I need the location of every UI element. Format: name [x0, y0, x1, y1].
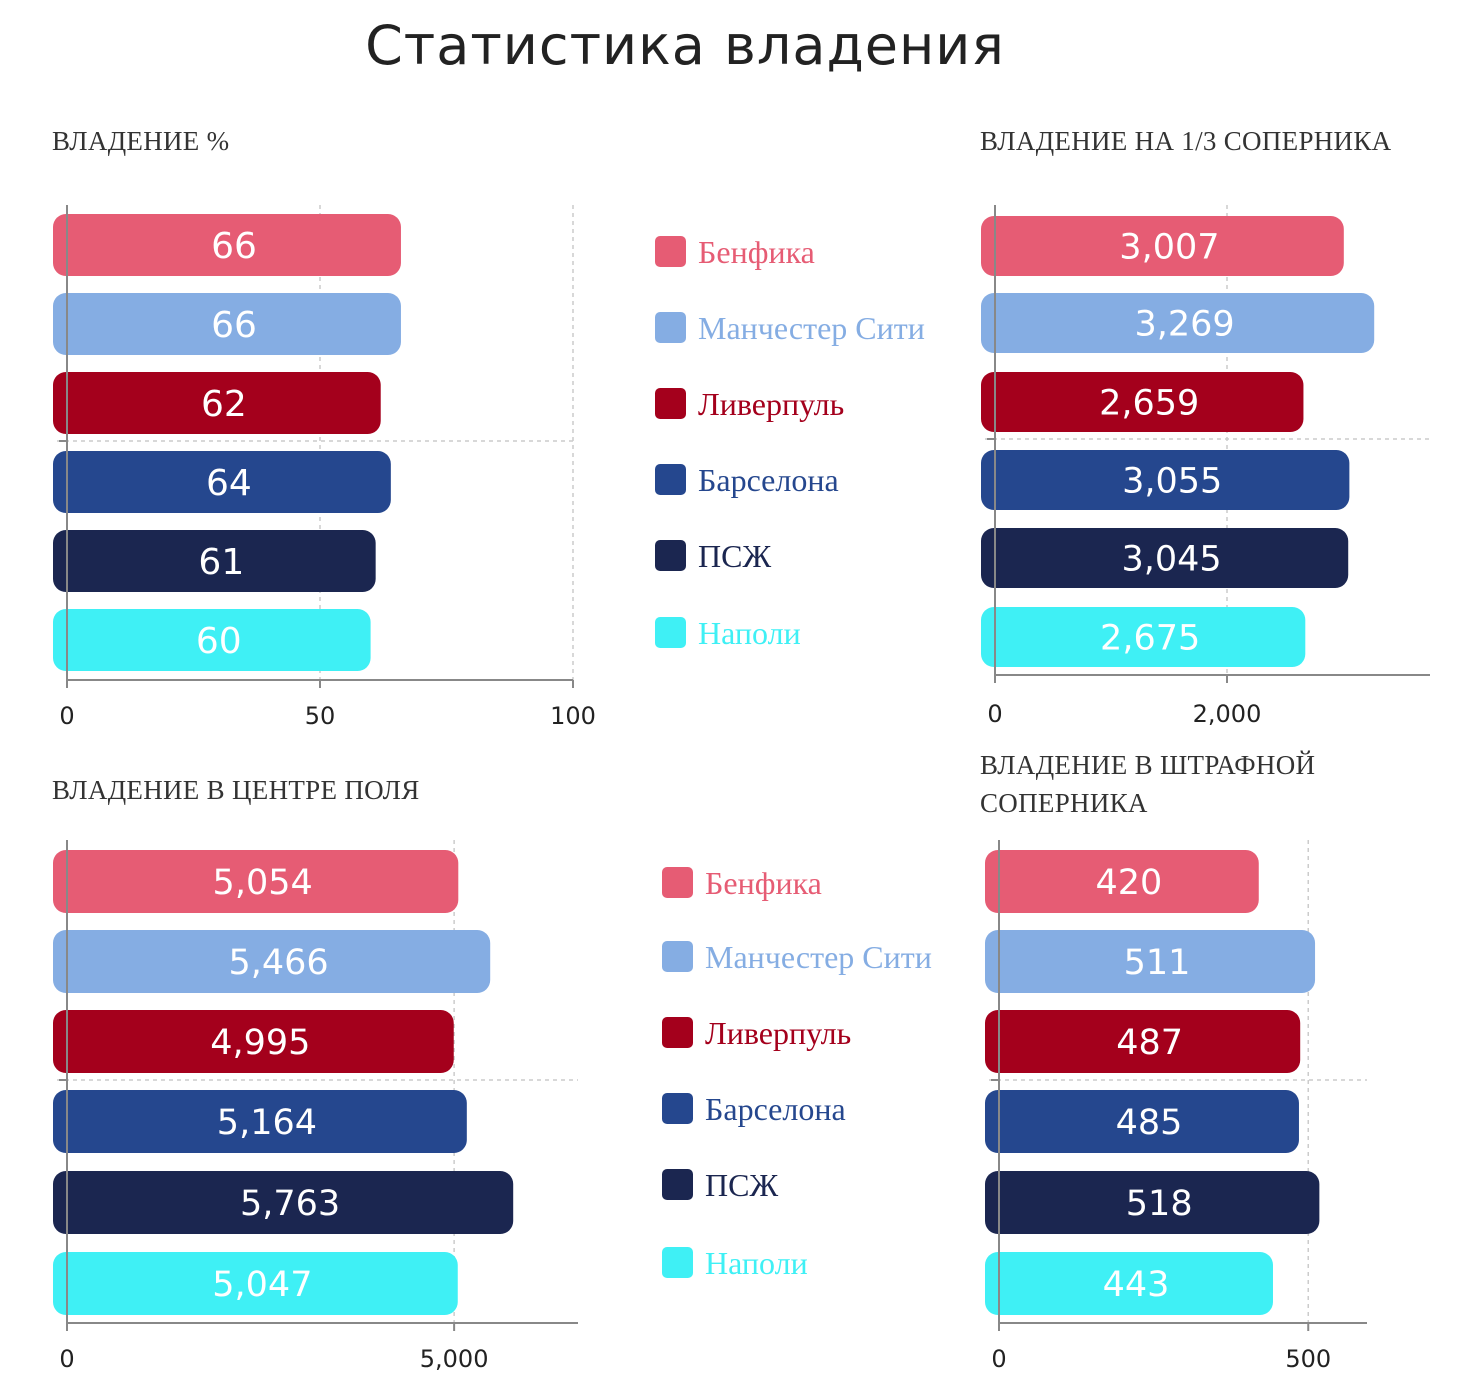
- bar: [985, 930, 1316, 993]
- panel-title-final-third: ВЛАДЕНИЕ НА 1/3 СОПЕРНИКА: [980, 126, 1392, 156]
- legend-label: Ливерпуль: [705, 1015, 852, 1051]
- data-label: 60: [196, 621, 242, 662]
- bar: [53, 1252, 458, 1315]
- data-label: 64: [206, 463, 252, 504]
- legend-label: Ливерпуль: [698, 386, 845, 422]
- bar: [985, 1090, 1299, 1153]
- bar: [53, 530, 376, 592]
- bar: [985, 850, 1259, 913]
- bar: [53, 451, 391, 513]
- legend-swatch: [662, 941, 693, 972]
- bar: [981, 528, 1349, 588]
- bar: [981, 372, 1304, 432]
- legend-swatch: [662, 1169, 693, 1200]
- bar: [53, 1010, 454, 1073]
- data-label: 485: [1116, 1103, 1183, 1143]
- data-label: 5,466: [228, 943, 328, 983]
- data-label: 3,045: [1122, 540, 1222, 580]
- bar: [981, 216, 1344, 276]
- legend-label: Наполи: [698, 615, 801, 651]
- data-label: 3,055: [1122, 462, 1222, 502]
- legend-swatch: [655, 388, 686, 419]
- bar: [981, 607, 1306, 667]
- legend-label: ПСЖ: [705, 1167, 779, 1203]
- data-label: 5,047: [212, 1265, 312, 1305]
- bar: [53, 1090, 467, 1153]
- legend-swatch: [655, 464, 686, 495]
- data-label: 2,659: [1099, 384, 1199, 424]
- bar: [985, 1010, 1301, 1073]
- legend-swatch: [662, 1093, 693, 1124]
- legend-label: Манчестер Сити: [705, 939, 932, 975]
- tick-label: 50: [305, 702, 336, 730]
- panel-title-midfield: ВЛАДЕНИЕ В ЦЕНТРЕ ПОЛЯ: [52, 775, 420, 805]
- legend-swatch: [662, 1247, 693, 1278]
- tick-label: 5,000: [420, 1345, 489, 1373]
- panel-title-box: ВЛАДЕНИЕ В ШТРАФНОЙ СОПЕРНИКА: [980, 750, 1316, 818]
- legend-swatch: [662, 867, 693, 898]
- tick-label: 0: [987, 700, 1002, 728]
- tick-label: 500: [1285, 1345, 1331, 1373]
- bar: [985, 1252, 1273, 1315]
- legend-label: Наполи: [705, 1245, 808, 1281]
- bar: [981, 450, 1350, 510]
- data-label: 5,054: [213, 863, 313, 903]
- data-label: 4,995: [210, 1023, 310, 1063]
- tick-label: 0: [59, 702, 74, 730]
- data-label: 5,763: [240, 1184, 340, 1224]
- bar: [53, 609, 371, 671]
- bar: [53, 850, 459, 913]
- bar: [985, 1171, 1320, 1234]
- bar: [53, 930, 491, 993]
- tick-label: 0: [991, 1345, 1006, 1373]
- legend-label: Бенфика: [698, 234, 815, 270]
- panel-title-possession: ВЛАДЕНИЕ %: [52, 126, 230, 156]
- data-label: 511: [1124, 943, 1191, 983]
- legend-swatch: [655, 540, 686, 571]
- legend-swatch: [655, 617, 686, 648]
- data-label: 66: [211, 226, 257, 267]
- legend-swatch: [655, 236, 686, 267]
- legend-label: Барселона: [705, 1091, 846, 1127]
- legend-swatch: [655, 312, 686, 343]
- data-label: 518: [1126, 1184, 1193, 1224]
- data-label: 61: [198, 542, 244, 583]
- legend-swatch: [662, 1017, 693, 1048]
- bar: [53, 214, 401, 276]
- legend-label: Манчестер Сити: [698, 310, 925, 346]
- legend-label: Бенфика: [705, 865, 822, 901]
- bar: [53, 293, 401, 355]
- bar: [53, 1171, 514, 1234]
- data-label: 3,269: [1135, 305, 1235, 345]
- data-label: 5,164: [217, 1103, 317, 1143]
- data-label: 420: [1095, 863, 1162, 903]
- data-label: 487: [1116, 1023, 1183, 1063]
- bar: [53, 372, 381, 434]
- data-label: 3,007: [1119, 228, 1219, 268]
- legend-label: ПСЖ: [698, 538, 772, 574]
- tick-label: 0: [59, 1345, 74, 1373]
- tick-label: 100: [550, 702, 596, 730]
- data-label: 2,675: [1100, 619, 1200, 659]
- main-title: Статистика владения: [365, 14, 1005, 77]
- data-label: 66: [211, 305, 257, 346]
- bar: [981, 293, 1375, 353]
- tick-label: 2,000: [1193, 700, 1262, 728]
- data-label: 62: [201, 384, 247, 425]
- data-label: 443: [1103, 1265, 1170, 1305]
- legend-label: Барселона: [698, 462, 839, 498]
